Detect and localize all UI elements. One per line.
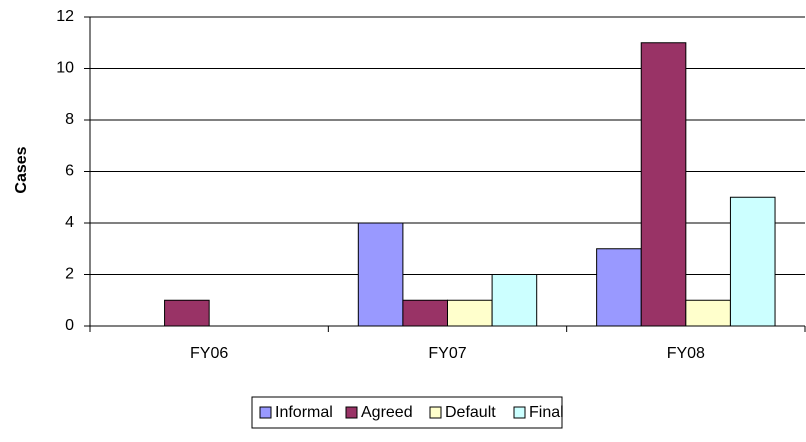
x-tick-label: FY07 — [428, 345, 466, 362]
y-axis-label: Cases — [13, 146, 30, 193]
legend-label: Final — [529, 404, 564, 421]
legend-swatch — [513, 406, 526, 419]
bar — [729, 196, 776, 327]
y-tick-label: 10 — [56, 60, 74, 77]
y-tick-label: 8 — [65, 111, 74, 128]
legend-label: Agreed — [361, 404, 413, 421]
y-tick-label: 6 — [65, 163, 74, 180]
bar — [447, 299, 493, 327]
bar — [402, 299, 448, 327]
y-tick-label: 4 — [65, 214, 74, 231]
y-tick-label: 0 — [65, 317, 74, 334]
legend — [251, 396, 563, 429]
legend-label: Default — [445, 404, 496, 421]
legend-swatch — [429, 406, 442, 419]
bar — [491, 274, 538, 327]
y-tick-label: 2 — [65, 266, 74, 283]
bar — [596, 248, 642, 327]
x-tick-label: FY06 — [190, 345, 228, 362]
bar — [164, 299, 210, 327]
bar — [357, 222, 404, 327]
y-tick-label: 12 — [56, 8, 74, 25]
bar — [685, 299, 731, 327]
legend-label: Informal — [275, 404, 333, 421]
x-tick-label: FY08 — [667, 345, 705, 362]
legend-swatch — [259, 406, 272, 419]
legend-swatch — [345, 406, 358, 419]
bar — [640, 42, 687, 327]
